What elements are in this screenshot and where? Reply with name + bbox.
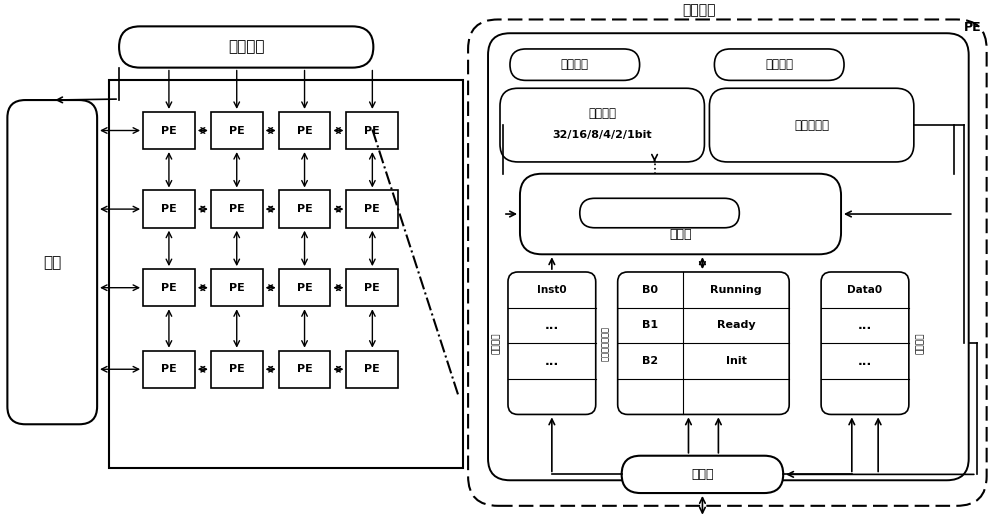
Text: 指令状态存储器: 指令状态存储器: [601, 326, 610, 361]
Text: PE: PE: [297, 364, 312, 374]
FancyBboxPatch shape: [508, 272, 596, 415]
Text: PE: PE: [161, 204, 177, 214]
Text: ...: ...: [545, 354, 559, 367]
Bar: [346, 269, 398, 306]
Text: B0: B0: [642, 285, 658, 295]
Text: PE: PE: [364, 204, 380, 214]
Text: Init: Init: [726, 356, 746, 366]
Bar: [143, 190, 195, 228]
Text: B2: B2: [642, 356, 658, 366]
Text: PE: PE: [364, 283, 380, 293]
FancyBboxPatch shape: [709, 88, 914, 162]
Bar: [211, 269, 263, 306]
Text: 译码部件: 译码部件: [646, 207, 674, 220]
Text: PE: PE: [964, 21, 982, 34]
Text: PE: PE: [297, 283, 312, 293]
Text: 加载单元: 加载单元: [561, 58, 589, 71]
Text: 32/16/8/4/2/1bit: 32/16/8/4/2/1bit: [552, 130, 652, 140]
Text: ...: ...: [858, 319, 872, 332]
Text: 计算单元: 计算单元: [588, 107, 616, 120]
Text: 数据缓存: 数据缓存: [916, 333, 925, 354]
Text: 内存: 内存: [43, 255, 61, 270]
Bar: [346, 190, 398, 228]
Bar: [279, 269, 330, 306]
FancyBboxPatch shape: [119, 26, 373, 67]
Bar: [346, 112, 398, 149]
FancyBboxPatch shape: [580, 198, 739, 228]
Text: PE: PE: [161, 126, 177, 135]
Text: PE: PE: [297, 204, 312, 214]
Text: 执行部件: 执行部件: [683, 4, 716, 18]
Bar: [279, 112, 330, 149]
Text: 控制器: 控制器: [669, 228, 692, 241]
Bar: [346, 351, 398, 388]
Bar: [279, 351, 330, 388]
Bar: [211, 112, 263, 149]
Text: PE: PE: [364, 126, 380, 135]
Text: ...: ...: [545, 319, 559, 332]
Text: PE: PE: [364, 364, 380, 374]
FancyBboxPatch shape: [618, 272, 789, 415]
Text: PE: PE: [229, 364, 245, 374]
Text: PE: PE: [161, 283, 177, 293]
Text: 存储单元: 存储单元: [765, 58, 793, 71]
Bar: [143, 269, 195, 306]
Bar: [143, 112, 195, 149]
Text: B1: B1: [642, 320, 658, 331]
Text: Inst0: Inst0: [537, 285, 567, 295]
Text: PE: PE: [161, 364, 177, 374]
Text: 路由器: 路由器: [691, 468, 714, 481]
FancyBboxPatch shape: [520, 174, 841, 254]
Text: ...: ...: [858, 354, 872, 367]
Text: Data0: Data0: [847, 285, 883, 295]
Text: Ready: Ready: [717, 320, 755, 331]
FancyBboxPatch shape: [468, 20, 987, 506]
Bar: [109, 80, 463, 469]
Text: 微控制器: 微控制器: [228, 39, 264, 54]
FancyBboxPatch shape: [488, 33, 969, 480]
Bar: [143, 351, 195, 388]
Bar: [279, 190, 330, 228]
Text: PE: PE: [229, 283, 245, 293]
Text: PE: PE: [229, 204, 245, 214]
FancyBboxPatch shape: [714, 49, 844, 80]
FancyBboxPatch shape: [821, 272, 909, 415]
Text: 指令缓存: 指令缓存: [492, 333, 501, 354]
Text: Running: Running: [710, 285, 762, 295]
Text: 数据流单元: 数据流单元: [794, 119, 829, 132]
FancyBboxPatch shape: [510, 49, 640, 80]
Text: PE: PE: [229, 126, 245, 135]
FancyBboxPatch shape: [7, 100, 97, 424]
Text: PE: PE: [297, 126, 312, 135]
FancyBboxPatch shape: [622, 456, 783, 493]
FancyBboxPatch shape: [500, 88, 704, 162]
Bar: [211, 351, 263, 388]
Bar: [211, 190, 263, 228]
